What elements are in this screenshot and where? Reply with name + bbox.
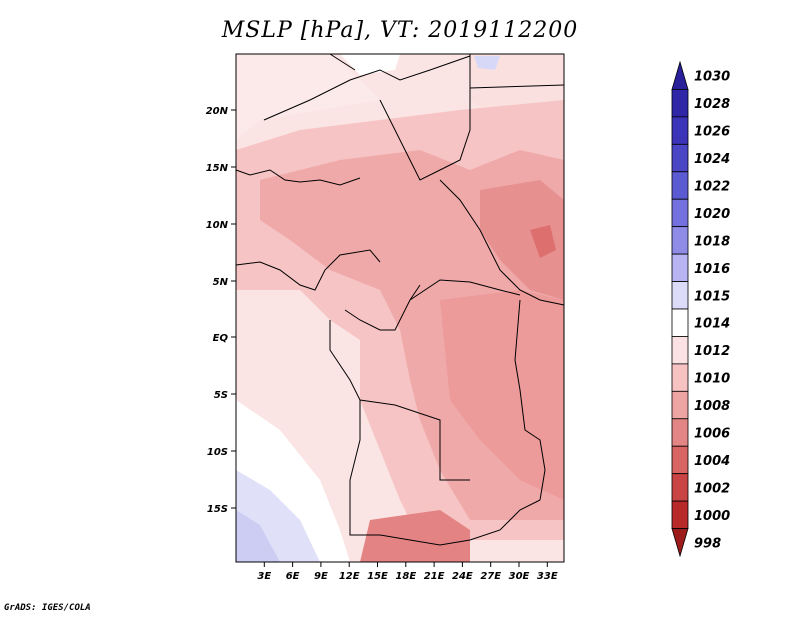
colorbar-label: 1014 — [694, 317, 730, 332]
colorbar-arrow-top — [671, 60, 689, 90]
lon-label: 6E — [286, 571, 300, 582]
colorbar-label: 1030 — [694, 70, 730, 85]
colorbar-label: 1015 — [694, 289, 730, 304]
colorbar-segment — [671, 198, 689, 228]
colorbar-segment — [671, 390, 689, 420]
colorbar-segment — [671, 171, 689, 200]
lon-label: 33E — [537, 571, 558, 582]
colorbar-label: 998 — [694, 536, 721, 551]
colorbar-segment — [671, 445, 689, 475]
colorbar-segment — [671, 363, 689, 392]
colorbar-labels: 1030 1028 1026 1024 1022 1020 1018 1016 1015 1014… — [694, 70, 730, 552]
colorbar-label: 1010 — [694, 372, 730, 387]
colorbar-label: 1000 — [694, 509, 730, 524]
colorbar-arrow-bottom — [671, 528, 689, 558]
colorbar-segment — [671, 253, 689, 282]
lat-label: 15N — [206, 163, 229, 174]
colorbar-label: 1018 — [694, 234, 730, 249]
lat-label: 20N — [206, 106, 229, 117]
lon-label: 27E — [480, 571, 501, 582]
colorbar-segment — [671, 116, 689, 145]
pressure-fill — [236, 54, 564, 562]
lat-label: EQ — [213, 333, 229, 344]
lon-label: 3E — [257, 571, 271, 582]
colorbar-segment — [671, 89, 689, 118]
lon-label: 12E — [339, 571, 360, 582]
colorbar-label: 1020 — [694, 207, 730, 222]
lon-label: 9E — [314, 571, 328, 582]
colorbar-segment — [671, 473, 689, 502]
lat-label: 5N — [213, 277, 229, 288]
lat-label: 10S — [207, 447, 228, 458]
lon-label: 21E — [424, 571, 445, 582]
colorbar-label: 1004 — [694, 454, 730, 469]
colorbar-segment — [671, 500, 689, 529]
lat-ticks — [231, 109, 236, 509]
map-title: MSLP [hPa], VT: 2019112200 — [221, 18, 579, 43]
colorbar-label: 1002 — [694, 481, 730, 496]
colorbar-label: 1028 — [694, 97, 730, 112]
lon-labels: 3E 6E 9E 12E 15E 18E 21E 24E 27E 30E 33E — [257, 571, 557, 582]
colorbar-label: 1022 — [694, 180, 730, 195]
colorbar-label: 1016 — [694, 262, 730, 277]
lon-label: 15E — [367, 571, 388, 582]
colorbar-label: 1026 — [694, 125, 730, 140]
footer-credit: GrADS: IGES/COLA — [4, 603, 91, 613]
lat-label: 10N — [206, 220, 229, 231]
colorbar-segment — [671, 418, 689, 447]
colorbar-label: 1008 — [694, 399, 730, 414]
colorbar-segments — [671, 60, 689, 558]
colorbar-segment — [671, 336, 689, 365]
colorbar-segment — [671, 226, 689, 255]
lat-label: 5S — [214, 390, 228, 401]
lat-label: 15S — [207, 504, 228, 515]
country-borders — [235, 53, 565, 546]
colorbar-label: 1024 — [694, 152, 730, 167]
map-frame — [235, 53, 565, 563]
lon-label: 24E — [452, 571, 473, 582]
colorbar-segment — [671, 281, 689, 310]
colorbar-label: 1012 — [694, 344, 730, 359]
colorbar-segment — [671, 143, 689, 173]
colorbar-segment — [671, 308, 689, 337]
lat-labels: 20N 15N 10N 5N EQ 5S 10S 15S — [206, 106, 229, 515]
lon-ticks — [263, 562, 548, 567]
colorbar-label: 1006 — [694, 427, 730, 442]
lon-label: 18E — [395, 571, 416, 582]
lon-label: 30E — [509, 571, 530, 582]
